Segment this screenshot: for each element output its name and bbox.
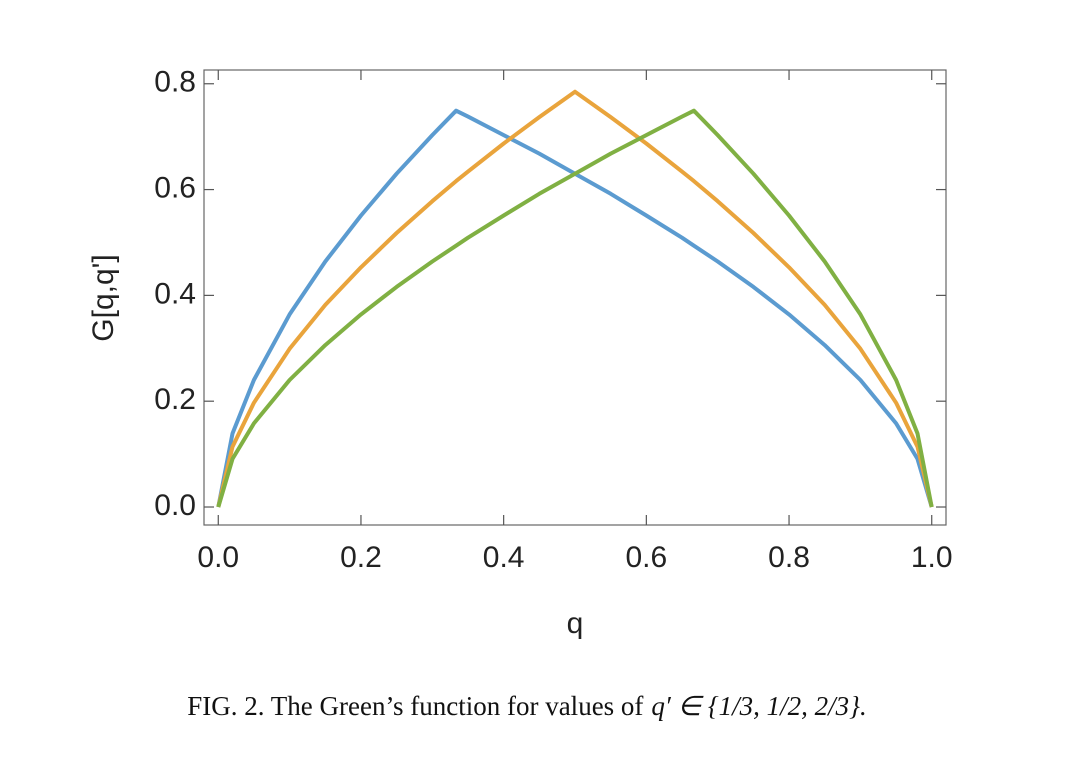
x-tick-label: 0.2 [340,541,382,574]
y-tick-label: 0.4 [154,277,196,310]
x-tick-label: 0.0 [197,541,239,574]
x-tick-label: 0.6 [625,541,667,574]
caption: FIG. 2. The Green’s function for values … [187,691,866,721]
caption-math: q′ ∈ {1/3, 1/2, 2/3}. [651,691,866,721]
series-line [216,89,934,508]
y-tick-label: 0.2 [154,383,196,416]
y-tick-label: 0.0 [154,489,196,522]
y-axis-label: G[q,q'] [87,254,120,341]
series-line [216,108,934,508]
y-tick-label: 0.6 [154,171,196,204]
x-axis-label: q [567,607,584,640]
series-line [216,108,934,508]
caption-text: FIG. 2. The Green’s function for values … [187,691,643,721]
plot-frame [203,69,947,526]
x-tick-label: 0.4 [483,541,525,574]
x-tick-label: 1.0 [911,541,953,574]
x-tick-label: 0.8 [768,541,810,574]
y-tick-label: 0.8 [154,66,196,99]
